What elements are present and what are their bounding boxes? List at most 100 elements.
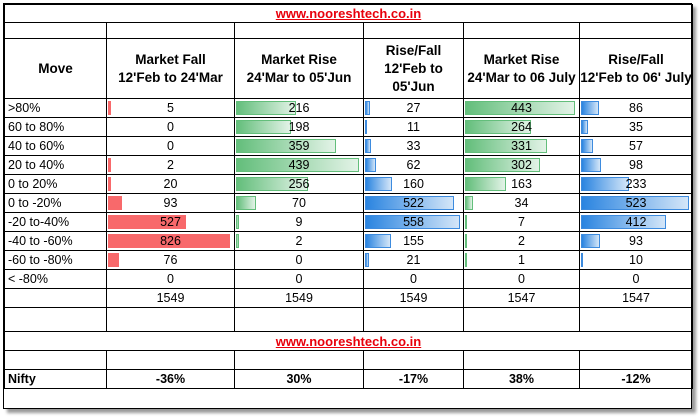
site-link-bottom[interactable]: www.nooreshtech.co.in: [4, 331, 693, 351]
cell-value: 10: [629, 253, 643, 267]
value-cell: 359: [234, 136, 364, 156]
data-bar: [365, 253, 369, 267]
value-cell: 155: [363, 231, 464, 251]
data-bar: [581, 120, 589, 134]
nifty-label: Nifty: [4, 369, 107, 389]
nifty-cell: -36%: [106, 369, 235, 389]
header-line: Market Rise: [483, 51, 560, 67]
header-line: Market Rise: [261, 51, 337, 67]
header-market-fall: Market Fall 12'Feb to 24'Mar: [106, 38, 235, 99]
value-cell: 27: [363, 98, 464, 118]
data-bar: [236, 177, 308, 191]
value-cell: 2: [106, 155, 235, 175]
move-label: 0 to -20%: [4, 193, 107, 213]
value-cell: 331: [463, 136, 580, 156]
table-frame: www.nooreshtech.co.in Move Market Fall 12…: [3, 3, 693, 409]
data-bar: [581, 101, 599, 115]
cell-value: 155: [403, 234, 424, 248]
data-bar: [236, 158, 359, 172]
spacer-cell: [4, 350, 107, 370]
value-cell: 11: [363, 117, 464, 137]
value-cell: 412: [579, 212, 693, 232]
cell-value: 198: [288, 120, 310, 134]
data-bar: [465, 196, 474, 210]
cell-value: 0: [295, 272, 303, 286]
data-bar: [108, 215, 186, 229]
data-bar: [108, 158, 111, 172]
data-bar: [465, 139, 548, 153]
move-label: -60 to -80%: [4, 250, 107, 270]
data-bar: [465, 253, 468, 267]
cell-value: 0: [167, 120, 174, 134]
site-link-top[interactable]: www.nooreshtech.co.in: [4, 4, 693, 23]
cell-value: 2: [295, 234, 303, 248]
data-bar: [365, 215, 461, 229]
data-bar: [365, 120, 367, 134]
cell-value: 2: [518, 234, 525, 248]
data-bar: [581, 177, 629, 191]
data-bar: [581, 215, 666, 229]
total-cell: 1549: [106, 288, 235, 308]
value-cell: 93: [106, 193, 235, 213]
cell-value: 0: [167, 139, 174, 153]
table-row: 40 to 60% 0 359 33 331 57: [4, 136, 693, 156]
cell-value: 264: [511, 120, 532, 134]
value-cell: 98: [579, 155, 693, 175]
table-row: 20 to 40% 2 439 62 302 98: [4, 155, 693, 175]
cell-value: 93: [163, 196, 178, 210]
data-rows: >80% 5 216 27 443 86 60 to 80% 0 198 11 264 35 40 to…: [4, 98, 693, 289]
cell-value: 527: [160, 215, 181, 229]
cell-value: 21: [406, 253, 421, 267]
cell-value: 439: [288, 158, 310, 172]
cell-value: 302: [511, 158, 532, 172]
data-bar: [465, 158, 541, 172]
value-cell: 7: [463, 212, 580, 232]
cell-value: 233: [625, 177, 647, 191]
cell-value: 7: [518, 215, 525, 229]
nifty-cell: -17%: [363, 369, 464, 389]
cell-value: 1: [518, 253, 525, 267]
cell-value: 558: [403, 215, 424, 229]
value-cell: 70: [234, 193, 364, 213]
value-cell: 443: [463, 98, 580, 118]
market-breadth-table: www.nooreshtech.co.in Move Market Fall 12…: [4, 4, 693, 389]
value-cell: 2: [463, 231, 580, 251]
cell-value: 70: [292, 196, 306, 210]
value-cell: 57: [579, 136, 693, 156]
data-bar: [365, 196, 454, 210]
value-cell: 264: [463, 117, 580, 137]
data-bar: [465, 120, 531, 134]
value-cell: 0: [234, 250, 364, 270]
value-cell: 522: [363, 193, 464, 213]
data-bar: [581, 253, 584, 267]
cell-value: 9: [295, 215, 303, 229]
spacer-cell: [4, 307, 107, 332]
cell-value: 443: [511, 101, 532, 115]
cell-value: 412: [625, 215, 647, 229]
value-cell: 826: [106, 231, 235, 251]
header-line: 24'Mar to 05'Jun: [246, 69, 352, 85]
value-cell: 62: [363, 155, 464, 175]
cell-value: 256: [288, 177, 310, 191]
table-row: 60 to 80% 0 198 11 264 35: [4, 117, 693, 137]
value-cell: 5: [106, 98, 235, 118]
total-cell: 1549: [234, 288, 364, 308]
data-bar: [236, 196, 256, 210]
value-cell: 0: [579, 269, 693, 289]
header-market-rise-jun: Market Rise 24'Mar to 05'Jun: [234, 38, 364, 99]
data-bar: [108, 234, 230, 248]
value-cell: 10: [579, 250, 693, 270]
value-cell: 527: [106, 212, 235, 232]
cell-value: 0: [518, 272, 525, 286]
data-bar: [108, 177, 111, 191]
header-line: Rise/Fall: [608, 51, 664, 67]
value-cell: 2: [234, 231, 364, 251]
move-label: 40 to 60%: [4, 136, 107, 156]
cell-value: 62: [406, 158, 421, 172]
cell-value: 76: [163, 253, 178, 267]
cell-value: 0: [167, 272, 174, 286]
table-row: -60 to -80% 76 0 21 1 10: [4, 250, 693, 270]
value-cell: 76: [106, 250, 235, 270]
cell-value: 5: [167, 101, 174, 115]
cell-value: 359: [288, 139, 310, 153]
